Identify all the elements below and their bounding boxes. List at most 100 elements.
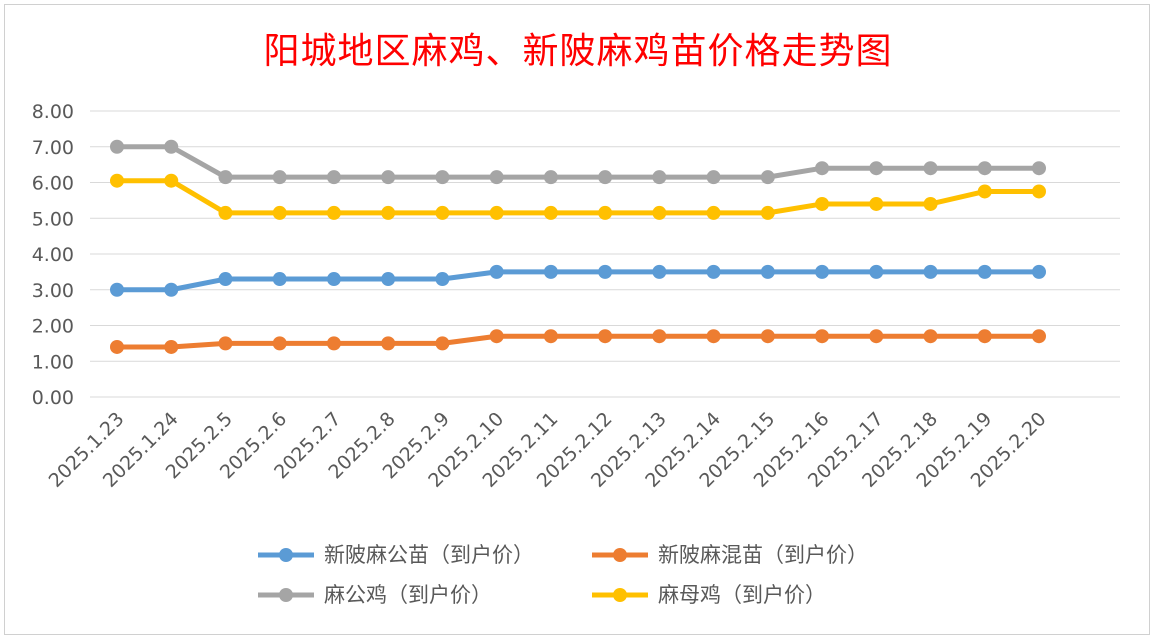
data-point: [164, 282, 179, 297]
data-point: [977, 264, 992, 279]
data-point: [381, 336, 396, 351]
y-tick-label: 4.00: [32, 244, 74, 266]
series-line: [110, 264, 1046, 297]
data-point: [815, 264, 830, 279]
legend-swatch-marker: [613, 588, 627, 602]
data-point: [543, 205, 558, 220]
series-line: [110, 173, 1046, 220]
legend-item: 新陂麻混苗（到户价）: [592, 543, 868, 567]
series-path: [114, 178, 1042, 216]
data-point: [110, 173, 124, 188]
data-point: [598, 329, 613, 344]
data-point: [381, 272, 396, 287]
legend-label: 新陂麻公苗（到户价）: [324, 543, 534, 567]
data-point: [869, 161, 884, 176]
data-point: [218, 336, 233, 351]
data-point: [381, 205, 396, 220]
data-point: [760, 205, 775, 220]
data-point: [923, 196, 938, 211]
data-point: [543, 329, 558, 344]
data-point: [543, 264, 558, 279]
legend-label: 麻母鸡（到户价）: [658, 583, 826, 607]
data-point: [218, 205, 233, 220]
data-point: [869, 329, 884, 344]
data-point: [218, 170, 233, 185]
series-line: [110, 139, 1046, 185]
data-point: [543, 170, 558, 185]
data-point: [815, 329, 830, 344]
data-point: [977, 161, 992, 176]
data-point: [706, 329, 721, 344]
gridlines: [90, 110, 1120, 398]
x-axis-ticks: 2025.1.232025.1.242025.2.52025.2.62025.2…: [45, 408, 1051, 492]
y-tick-label: 5.00: [32, 208, 74, 230]
y-tick-label: 7.00: [32, 137, 74, 159]
data-point: [652, 329, 667, 344]
data-point: [706, 264, 721, 279]
data-point: [869, 264, 884, 279]
data-point: [489, 205, 504, 220]
data-point: [652, 170, 667, 185]
data-point: [326, 205, 341, 220]
data-point: [652, 264, 667, 279]
chart-title: 阳城地区麻鸡、新陂麻鸡苗价格走势图: [263, 31, 893, 72]
data-point: [218, 272, 233, 287]
data-point: [272, 336, 287, 351]
data-point: [706, 205, 721, 220]
data-point: [272, 170, 287, 185]
data-point: [326, 336, 341, 351]
data-point: [598, 170, 613, 185]
data-point: [923, 329, 938, 344]
data-point: [598, 264, 613, 279]
series-path: [114, 269, 1042, 293]
data-point: [760, 329, 775, 344]
data-point: [435, 272, 450, 287]
data-point: [815, 161, 830, 176]
y-tick-label: 0.00: [32, 387, 74, 409]
data-point: [1032, 184, 1046, 199]
legend-item: 新陂麻公苗（到户价）: [258, 543, 534, 567]
data-point: [1032, 329, 1046, 344]
y-tick-label: 1.00: [32, 351, 74, 373]
data-point: [164, 173, 179, 188]
data-point: [272, 272, 287, 287]
data-point: [164, 139, 179, 154]
legend-swatch-marker: [279, 588, 293, 602]
legend-swatch-marker: [279, 548, 293, 562]
data-point: [489, 329, 504, 344]
y-tick-label: 8.00: [32, 101, 74, 123]
data-point: [110, 139, 124, 154]
data-point: [164, 339, 179, 354]
data-point: [381, 170, 396, 185]
series-path: [114, 333, 1042, 350]
data-point: [598, 205, 613, 220]
y-axis-ticks: 0.00 1.00 2.00 3.00 4.00 5.00 6.00 7.00 8.00: [32, 101, 74, 409]
data-point: [489, 170, 504, 185]
data-point: [110, 339, 124, 354]
data-point: [760, 170, 775, 185]
data-point: [1032, 161, 1046, 176]
data-point: [326, 272, 341, 287]
data-point: [435, 205, 450, 220]
chart-frame: [4, 4, 1150, 635]
data-point: [977, 184, 992, 199]
legend-swatch-marker: [613, 548, 627, 562]
y-tick-label: 6.00: [32, 173, 74, 195]
series-group: [110, 139, 1046, 354]
data-point: [706, 170, 721, 185]
data-point: [923, 264, 938, 279]
data-point: [977, 329, 992, 344]
legend-item: 麻母鸡（到户价）: [592, 583, 826, 607]
data-point: [760, 264, 775, 279]
legend-label: 新陂麻混苗（到户价）: [658, 543, 868, 567]
legend-label: 麻公鸡（到户价）: [324, 583, 492, 607]
data-point: [272, 205, 287, 220]
legend-item: 麻公鸡（到户价）: [258, 583, 492, 607]
data-point: [923, 161, 938, 176]
data-point: [869, 196, 884, 211]
data-point: [435, 336, 450, 351]
data-point: [1032, 264, 1046, 279]
series-path: [114, 144, 1042, 180]
data-point: [815, 196, 830, 211]
